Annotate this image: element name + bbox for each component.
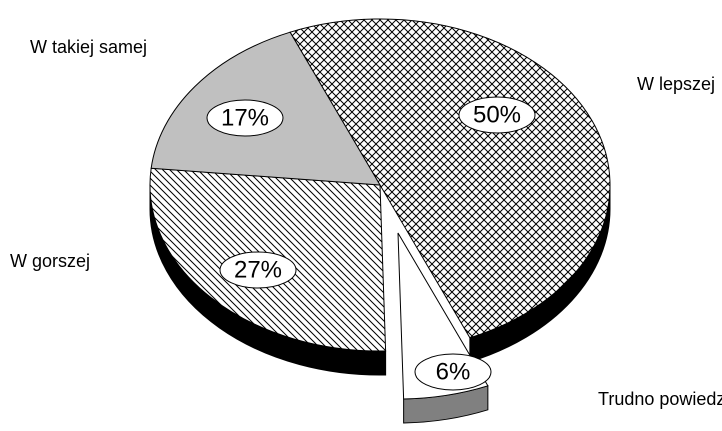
pie — [149, 18, 611, 424]
value-label: 17% — [221, 104, 269, 131]
category-label: W lepszej — [637, 74, 715, 94]
value-label: 6% — [436, 358, 471, 385]
category-label: W gorszej — [10, 251, 90, 271]
category-label: W takiej samej — [30, 37, 147, 57]
value-label-bg — [219, 251, 297, 289]
category-label: Trudno powiedzieć — [598, 389, 722, 409]
value-label-bg — [458, 96, 536, 134]
slice — [289, 18, 611, 339]
value-label: 27% — [234, 256, 282, 283]
value-label-bg — [206, 99, 284, 137]
value-label: 50% — [473, 101, 521, 128]
labels: 50% W lepszej 6% Trudno powiedzieć 27% W gors… — [10, 37, 722, 409]
value-label-bg — [414, 353, 492, 391]
